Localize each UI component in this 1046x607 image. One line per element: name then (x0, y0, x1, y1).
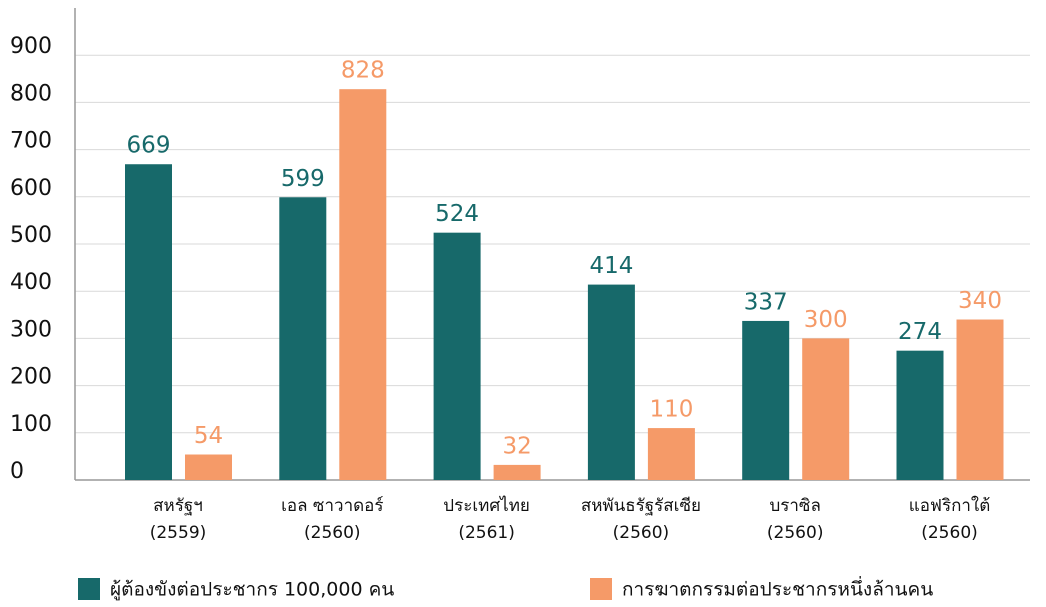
data-label: 32 (502, 433, 531, 459)
x-tick-label: สหพันธรัฐรัสเซีย (581, 496, 701, 516)
x-tick-label: เอล ซาวาดอร์ (281, 496, 383, 516)
x-tick-label: (2559) (150, 523, 207, 543)
bar (339, 89, 387, 481)
bar (185, 454, 232, 480)
x-tick-label: (2560) (304, 523, 361, 543)
y-tick-label: 300 (10, 317, 52, 342)
data-label: 828 (341, 58, 385, 84)
bar (493, 464, 541, 480)
y-tick-label: 100 (10, 412, 52, 437)
x-tick-label: บราซิล (769, 496, 820, 516)
bar (587, 284, 635, 480)
y-tick-label: 600 (10, 176, 52, 201)
bar (647, 428, 695, 480)
x-tick-label: (2561) (458, 523, 515, 543)
y-tick-label: 0 (10, 459, 24, 484)
data-label: 54 (194, 423, 223, 449)
bar (956, 319, 1004, 480)
data-label: 274 (898, 319, 942, 345)
bar (802, 338, 850, 480)
data-label: 337 (744, 289, 788, 315)
x-tick-label: (2560) (921, 523, 978, 543)
bar (433, 232, 481, 480)
data-label: 110 (649, 397, 693, 423)
y-tick-label: 400 (10, 270, 52, 295)
data-label: 669 (127, 133, 171, 159)
x-tick-label: แอฟริกาใต้ (909, 495, 991, 516)
data-label: 599 (281, 166, 325, 192)
data-label: 414 (589, 253, 633, 279)
bar (279, 197, 327, 480)
bar (896, 350, 944, 480)
y-tick-label: 700 (10, 129, 52, 154)
data-label: 524 (435, 201, 479, 227)
y-tick-label: 800 (10, 81, 52, 106)
x-tick-label: สหรัฐฯ (153, 496, 203, 516)
legend-label: ผู้ต้องขังต่อประชากร 100,000 คน (110, 579, 394, 601)
x-tick-label: (2560) (613, 523, 670, 543)
data-label: 340 (958, 288, 1002, 314)
y-tick-label: 500 (10, 223, 52, 248)
legend-swatch (78, 578, 100, 600)
y-tick-label: 900 (10, 34, 52, 59)
legend-label: การฆาตกรรมต่อประชากรหนึ่งล้านคน (622, 576, 933, 601)
bar (742, 320, 790, 480)
x-tick-label: ประเทศไทย (443, 495, 530, 516)
legend-swatch (590, 578, 612, 600)
bar (125, 164, 172, 480)
data-label: 300 (804, 307, 848, 333)
x-tick-label: (2560) (767, 523, 824, 543)
y-tick-label: 200 (10, 365, 52, 390)
